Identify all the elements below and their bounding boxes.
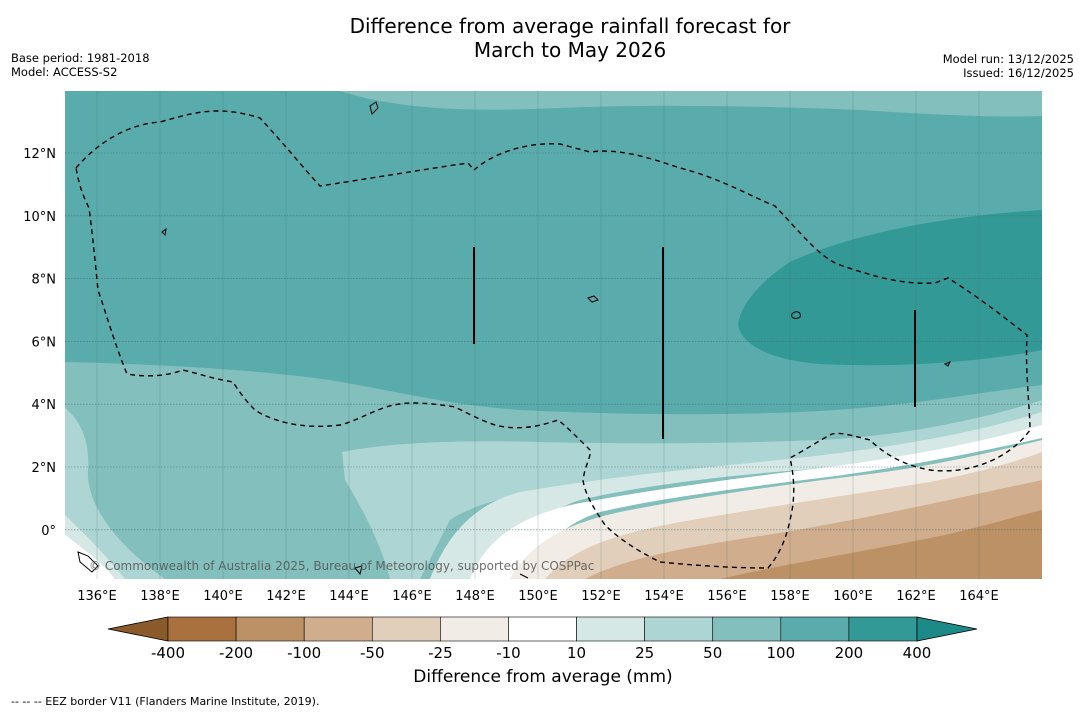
- band-dry-4: [720, 510, 1042, 579]
- lon-tick-label: 148°E: [455, 589, 495, 604]
- title-line-2: March to May 2026: [473, 38, 667, 62]
- lat-tick-label: 12°N: [23, 147, 56, 162]
- band-200-400: [738, 210, 1042, 366]
- lon-tick-label: 142°E: [266, 589, 306, 604]
- colorbar-title: Difference from average (mm): [413, 667, 673, 687]
- colorbar-tick-label: 400: [902, 644, 932, 662]
- colorbar-swatch: [371, 616, 441, 642]
- band-25-50-west: [65, 408, 165, 579]
- colorbar-arrow-low: [107, 616, 169, 642]
- colorbar-tick-label: 25: [635, 644, 655, 662]
- copyright-text: © Commonwealth of Australia 2025, Bureau…: [89, 559, 594, 573]
- island: [791, 311, 801, 319]
- lon-tick-label: 154°E: [644, 589, 684, 604]
- colorbar-tick-label: 200: [834, 644, 864, 662]
- island: [354, 565, 363, 576]
- colorbar-swatch: [712, 616, 782, 642]
- lon-tick-label: 156°E: [707, 589, 747, 604]
- meta-left: Base period: 1981-2018 Model: ACCESS-S2: [11, 51, 150, 79]
- island: [587, 295, 599, 303]
- lon-tick-label: 140°E: [203, 589, 243, 604]
- issued-date: Issued: 16/12/2025: [963, 66, 1074, 80]
- colorbar-tick-label: 10: [566, 644, 587, 662]
- colorbar-swatch: [303, 616, 373, 642]
- islands: [77, 101, 952, 579]
- gridlines: [65, 91, 1042, 579]
- colorbar-tick-label: -100: [287, 644, 322, 662]
- colorbar-tick-label: -200: [219, 644, 254, 662]
- lon-tick-label: 150°E: [518, 589, 558, 604]
- band-25-50: [342, 400, 1042, 579]
- island: [369, 101, 379, 115]
- colorbar-swatch: [780, 616, 850, 642]
- lon-tick-label: 164°E: [959, 589, 999, 604]
- colorbar-tick-label: -10: [496, 644, 521, 662]
- title-line-1: Difference from average rainfall forecas…: [349, 14, 791, 38]
- colorbar-tick-label: -400: [150, 644, 186, 662]
- lon-tick-label: 162°E: [896, 589, 936, 604]
- colorbar-swatch: [508, 616, 577, 642]
- island: [161, 227, 167, 237]
- lat-tick-label: 8°N: [32, 273, 57, 288]
- lon-tick-label: 144°E: [329, 589, 369, 604]
- lon-tick-label: 146°E: [392, 589, 432, 604]
- lat-axis: 12°N 10°N 8°N 6°N 4°N 2°N 0°: [23, 147, 56, 539]
- island: [77, 551, 99, 573]
- eez-border: [75, 110, 1031, 569]
- band-neutral-west: [65, 535, 115, 579]
- colorbar-swatch: [167, 616, 237, 642]
- meta-right: Model run: 13/12/2025 Issued: 16/12/2025: [943, 52, 1074, 80]
- colorbar-swatch: [644, 616, 714, 642]
- island: [519, 573, 529, 579]
- model-name: Model: ACCESS-S2: [11, 65, 118, 79]
- band-neutral: [470, 425, 1042, 579]
- lat-tick-label: 2°N: [32, 461, 57, 476]
- lat-tick-label: 0°: [41, 524, 56, 539]
- colorbar-arrow-high: [916, 616, 978, 642]
- band-10-25: [430, 412, 1042, 579]
- eez-footnote: -- -- -- EEZ border V11 (Flanders Marine…: [11, 695, 320, 708]
- colorbar-swatch: [848, 616, 918, 642]
- lon-tick-label: 136°E: [77, 589, 117, 604]
- lat-tick-label: 4°N: [32, 398, 57, 413]
- lon-axis: 136°E 138°E 140°E 142°E 144°E 146°E 148°E 150°E…: [77, 589, 999, 604]
- colorbar: [107, 616, 978, 642]
- base-period: Base period: 1981-2018: [11, 51, 150, 65]
- colorbar-swatch: [576, 616, 645, 642]
- lon-tick-label: 160°E: [833, 589, 873, 604]
- map-fills: [65, 91, 1042, 579]
- colorbar-tick-label: 50: [703, 644, 723, 662]
- colorbar-tick-label: -25: [428, 644, 453, 662]
- island: [943, 361, 952, 367]
- model-run: Model run: 13/12/2025: [942, 52, 1074, 66]
- colorbar-swatch: [440, 616, 509, 642]
- lat-tick-label: 6°N: [32, 335, 57, 350]
- lon-tick-label: 138°E: [140, 589, 180, 604]
- colorbar-swatch: [235, 616, 305, 642]
- map-title: Difference from average rainfall forecas…: [0, 14, 1085, 62]
- lon-tick-label: 158°E: [770, 589, 810, 604]
- colorbar-tick-label: -50: [360, 644, 385, 662]
- lat-tick-label: 10°N: [23, 210, 56, 225]
- colorbar-tick-label: 100: [766, 644, 796, 662]
- lon-tick-label: 152°E: [581, 589, 621, 604]
- bar-markers: [473, 247, 916, 439]
